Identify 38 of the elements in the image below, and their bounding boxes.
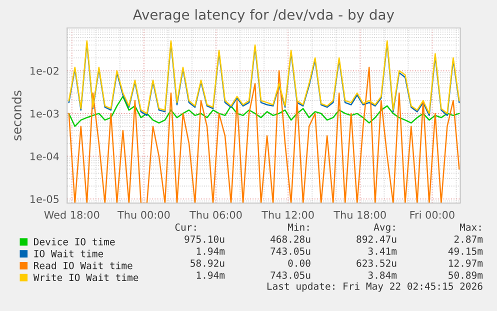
text: 3.41m (368, 247, 397, 255)
text: Cur: (175, 223, 196, 231)
text: 49.15m (448, 247, 483, 255)
text: 743.05u (270, 271, 310, 279)
text: 12.97m (449, 259, 483, 267)
y-tick-label: 1e-03 (30, 110, 59, 118)
text: 743.05u (270, 247, 310, 255)
text: Avg: (374, 224, 395, 233)
y-axis-title: seconds (12, 90, 22, 140)
legend-label: Read IO Wait time (34, 262, 132, 270)
text: 50.89m (448, 271, 483, 279)
y-tick-label: 1e-05 (30, 195, 59, 204)
line-series (68, 96, 460, 127)
legend-label: Write IO Wait time (33, 274, 138, 282)
x-tick-label: Fri 00:00 (410, 210, 454, 219)
x-tick-label: Wed 18:00 (44, 210, 100, 219)
legend-label: IO Wait time (34, 250, 104, 258)
text: 58.92u (190, 259, 224, 267)
text: 3.84m (368, 271, 397, 279)
text: 1.94m (196, 247, 225, 255)
text: 623.52u (356, 259, 396, 267)
text: Min: (288, 223, 309, 231)
text: 0.00 (288, 259, 310, 267)
chart-title: Average latency for /dev/vda - by day (132, 9, 394, 23)
text: 468.28u (270, 235, 310, 243)
legend-label: Device IO time (34, 238, 115, 246)
y-tick-label: 1e-04 (30, 152, 59, 160)
x-tick-label: Thu 12:00 (262, 210, 314, 219)
y-tick-label: 1e-02 (30, 66, 58, 75)
x-tick-label: Thu 18:00 (334, 210, 386, 219)
text: 1.94m (196, 271, 225, 279)
text: 975.10u (184, 235, 224, 243)
x-tick-label: Thu 00:00 (117, 210, 170, 219)
text: Last update: Fri May 22 02:45:15 2026 (267, 282, 482, 292)
text: 892.47u (356, 235, 396, 243)
x-tick-label: Thu 06:00 (190, 210, 242, 219)
text: Max: (460, 224, 481, 231)
text: 2.87m (454, 235, 483, 243)
